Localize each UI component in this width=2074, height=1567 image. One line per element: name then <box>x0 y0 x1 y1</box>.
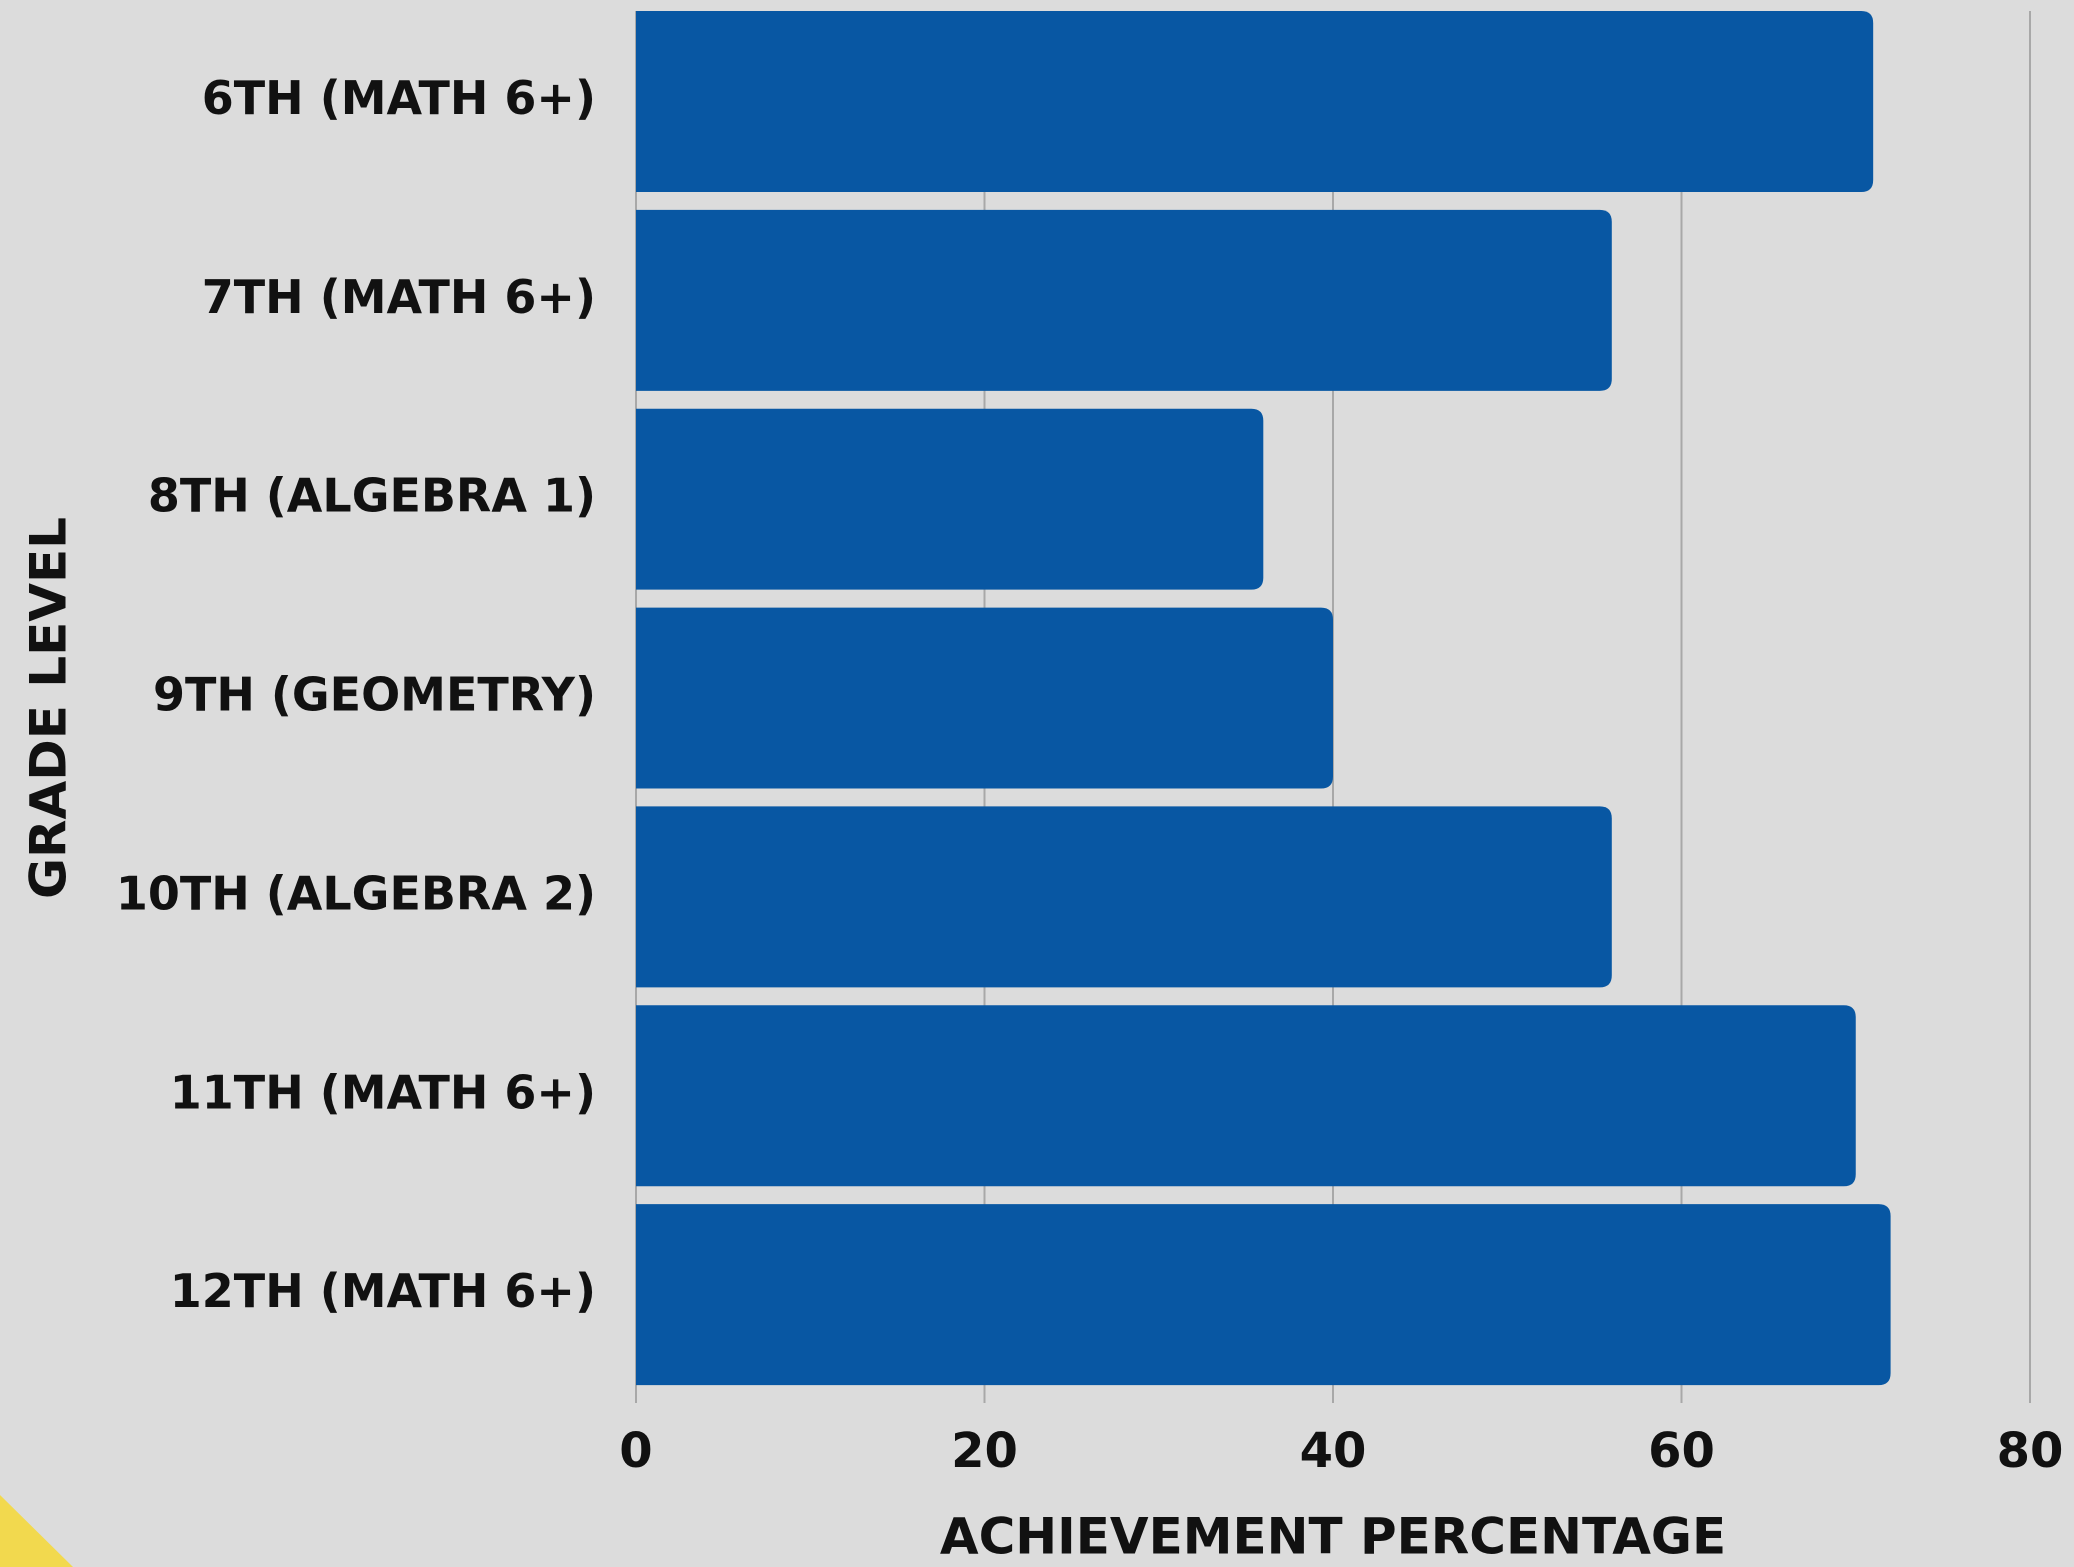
y-tick-label: 7TH (MATH 6+) <box>202 270 596 324</box>
bar <box>636 408 1264 590</box>
bar <box>636 209 1612 391</box>
y-axis-title: GRADE LEVEL <box>20 517 78 899</box>
x-tick-label: 0 <box>619 1423 652 1479</box>
x-axis-title: ACHIEVEMENT PERCENTAGE <box>940 1508 1726 1566</box>
y-tick-label: 9TH (GEOMETRY) <box>153 668 596 722</box>
y-tick-label: 11TH (MATH 6+) <box>170 1065 596 1119</box>
y-tick-label: 8TH (ALGEBRA 1) <box>148 469 596 523</box>
bar <box>636 806 1612 988</box>
x-tick-label: 60 <box>1648 1423 1715 1479</box>
corner-decoration <box>0 1495 73 1567</box>
x-tick-label: 80 <box>1997 1423 2064 1479</box>
bar <box>636 1005 1856 1187</box>
y-tick-label: 12TH (MATH 6+) <box>170 1264 596 1318</box>
x-tick-label: 20 <box>951 1423 1018 1479</box>
bar <box>636 11 1874 192</box>
bar <box>636 607 1333 789</box>
y-tick-label: 6TH (MATH 6+) <box>202 71 596 125</box>
y-tick-label: 10TH (ALGEBRA 2) <box>116 866 596 920</box>
x-tick-label: 40 <box>1300 1423 1367 1479</box>
bar <box>636 1204 1891 1386</box>
